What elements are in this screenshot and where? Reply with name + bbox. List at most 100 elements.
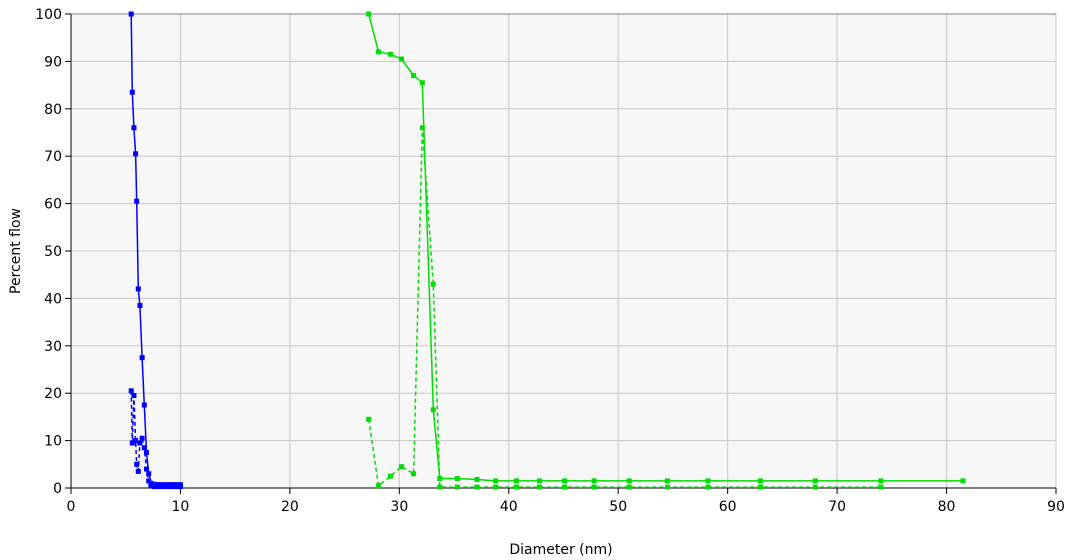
data-point [388,473,394,479]
data-point [154,484,160,490]
data-point [139,355,145,361]
data-point [366,416,372,422]
y-tick-label: 90 [44,54,62,70]
data-point [474,476,480,482]
data-point [128,11,134,17]
data-point [376,49,382,55]
data-point [139,435,145,441]
data-point [437,484,443,490]
data-point [399,464,405,470]
data-point [133,438,139,444]
data-point [141,402,147,408]
data-point [151,484,157,490]
x-axis-title: Diameter (nm) [509,542,612,558]
data-point [960,478,966,484]
data-point [158,484,164,490]
y-tick-label: 20 [44,386,62,402]
data-point [493,484,499,490]
series-group [128,11,966,490]
data-point [137,440,143,446]
data-point [134,198,140,204]
y-axis-title: Percent flow [8,208,24,294]
data-point [758,478,763,484]
data-point [562,478,568,484]
data-point [131,125,137,131]
y-tick-label: 10 [44,434,62,450]
data-point [129,440,135,446]
data-point [513,484,519,490]
data-point [135,286,141,292]
x-tick-label: 0 [67,499,76,515]
data-point [177,484,183,490]
data-point [171,484,177,490]
data-point [168,484,174,490]
data-point [129,89,135,95]
data-point [454,484,460,490]
data-point [128,388,134,394]
data-point [164,484,170,490]
data-point [388,51,394,57]
data-point [536,484,542,490]
data-point [144,466,150,472]
ticks: 0 10 20 30 40 50 60 70 80 90 0 10 20 30 40 50 60 70 80 90 10… [35,7,1065,515]
data-point [146,471,152,477]
data-point [419,80,425,86]
x-tick-label: 30 [390,499,408,515]
data-point [174,484,180,490]
data-point [626,478,632,484]
data-point [430,407,436,413]
data-point [591,478,597,484]
data-point [430,281,436,287]
data-point [474,484,480,490]
data-point [146,478,152,484]
data-point [454,476,460,482]
data-point [513,478,519,484]
y-tick-label: 80 [44,102,62,118]
y-tick-label: 30 [44,339,62,355]
data-point [161,484,167,490]
series-line-3 [367,13,963,482]
data-point [419,125,425,131]
data-point [131,393,137,399]
data-point [878,484,884,490]
data-point [758,484,763,490]
data-point [376,483,382,489]
data-point [812,478,818,484]
y-tick-label: 0 [53,481,62,497]
x-tick-label: 70 [828,499,846,515]
x-tick-label: 10 [172,499,190,515]
y-tick-label: 100 [35,7,62,23]
x-tick-label: 20 [281,499,299,515]
data-point [144,449,150,455]
data-point [134,461,140,467]
data-point [141,445,147,451]
data-point [411,73,417,79]
data-point [591,484,597,490]
data-point [664,484,670,490]
data-point [148,483,154,489]
x-tick-label: 90 [1047,499,1065,515]
data-point [133,151,139,157]
data-point [664,478,670,484]
y-tick-label: 60 [44,197,62,213]
data-point [137,303,143,309]
data-point [366,11,372,17]
data-point [705,484,711,490]
y-tick-label: 70 [44,149,62,165]
data-point [135,468,141,474]
y-tick-label: 40 [44,291,62,307]
x-tick-label: 40 [500,499,518,515]
data-point [562,484,568,490]
x-tick-label: 80 [938,499,956,515]
data-point [536,478,542,484]
data-point [399,56,405,62]
x-tick-label: 50 [609,499,627,515]
data-point [705,478,711,484]
data-point [493,478,499,484]
series-line-4 [367,127,881,488]
x-tick-label: 60 [719,499,737,515]
data-point [812,484,818,490]
y-tick-label: 50 [44,244,62,260]
data-point [878,478,884,484]
